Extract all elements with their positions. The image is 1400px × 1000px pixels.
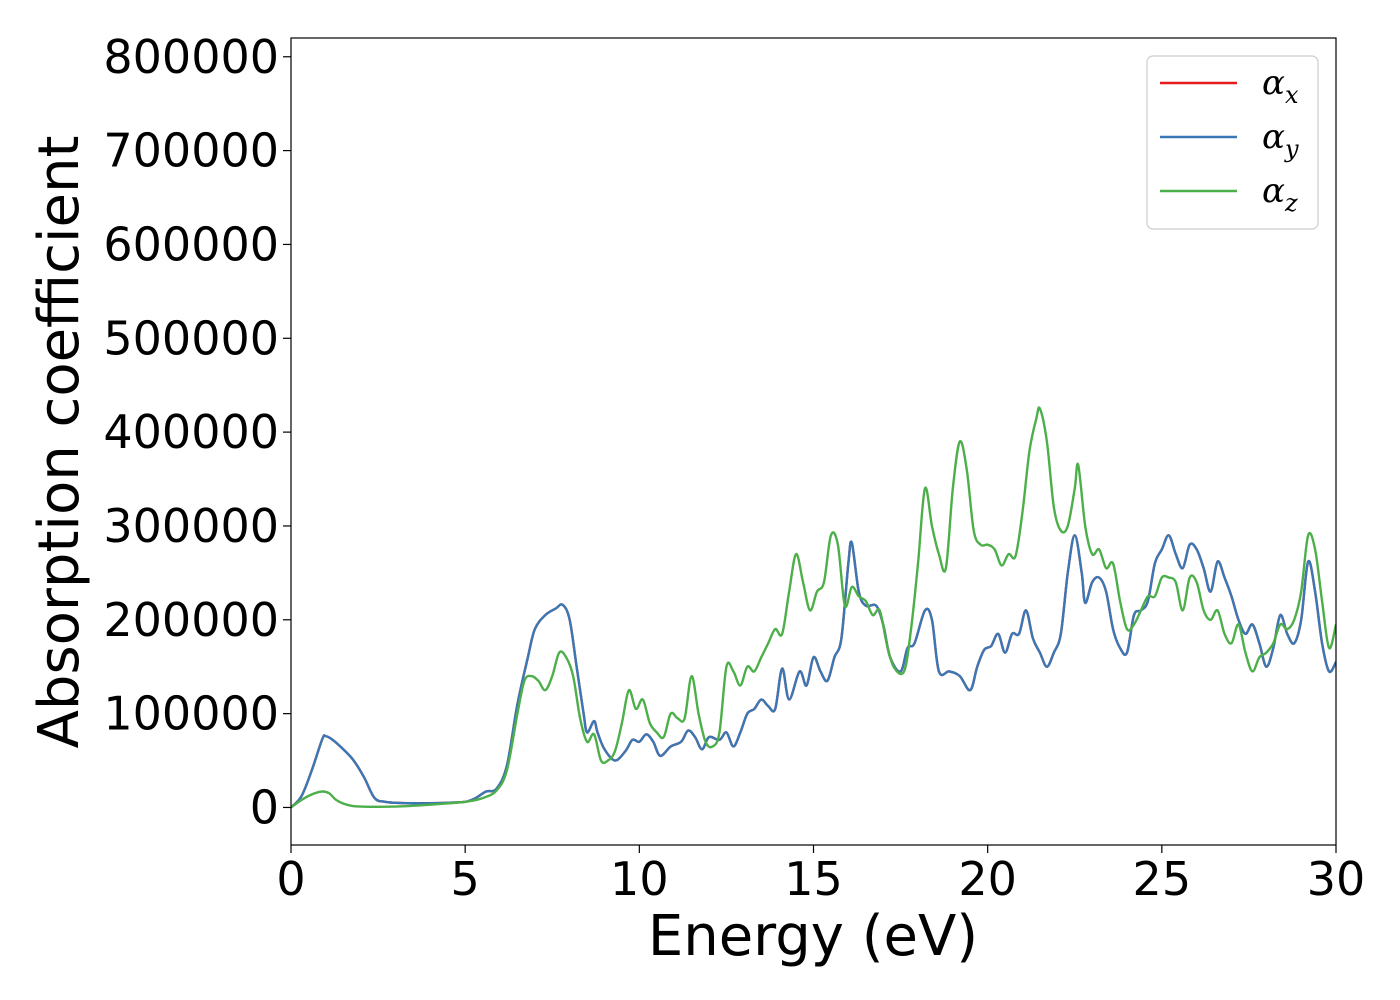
y-tick-label: 400000 xyxy=(103,405,279,459)
x-tick-label: 30 xyxy=(1307,852,1366,906)
y-axis: 0 100000 200000 300000 400000 500000 600000 700… xyxy=(103,30,291,834)
legend-subscript: x xyxy=(1285,81,1299,109)
y-tick-label: 500000 xyxy=(103,311,279,365)
legend-frame xyxy=(1146,55,1319,230)
y-tick-label: 600000 xyxy=(103,217,279,271)
series-line-alpha-z xyxy=(291,406,1336,809)
series-line-alpha-x xyxy=(291,534,1336,809)
x-tick-label: 0 xyxy=(276,852,305,906)
y-tick-label: 800000 xyxy=(103,30,279,84)
y-tick-label: 700000 xyxy=(103,124,279,178)
y-axis-title: Absorption coefficient xyxy=(27,136,92,749)
legend-subscript: z xyxy=(1284,189,1298,217)
legend-symbol: α xyxy=(1262,117,1285,157)
x-tick-label: 15 xyxy=(784,852,843,906)
legend-label-alpha-x: αx xyxy=(1262,63,1299,109)
series-layer xyxy=(291,406,1336,809)
y-tick-label: 100000 xyxy=(103,687,279,741)
legend-subscript: y xyxy=(1284,135,1299,163)
y-tick-label: 0 xyxy=(250,780,279,834)
legend-label-alpha-z: αz xyxy=(1262,171,1298,217)
y-tick-label: 200000 xyxy=(103,593,279,647)
y-tick-label: 300000 xyxy=(103,499,279,553)
x-tick-label: 10 xyxy=(610,852,669,906)
legend-label-alpha-y: αy xyxy=(1262,117,1299,163)
x-tick-label: 25 xyxy=(1133,852,1192,906)
series-line-alpha-y xyxy=(291,534,1336,809)
legend-symbol: α xyxy=(1262,63,1285,103)
x-axis-title: Energy (eV) xyxy=(648,904,978,969)
x-axis: 0 5 10 15 20 25 30 xyxy=(276,845,1365,906)
x-tick-label: 5 xyxy=(451,852,480,906)
legend-symbol: α xyxy=(1262,171,1285,211)
x-tick-label: 20 xyxy=(958,852,1017,906)
